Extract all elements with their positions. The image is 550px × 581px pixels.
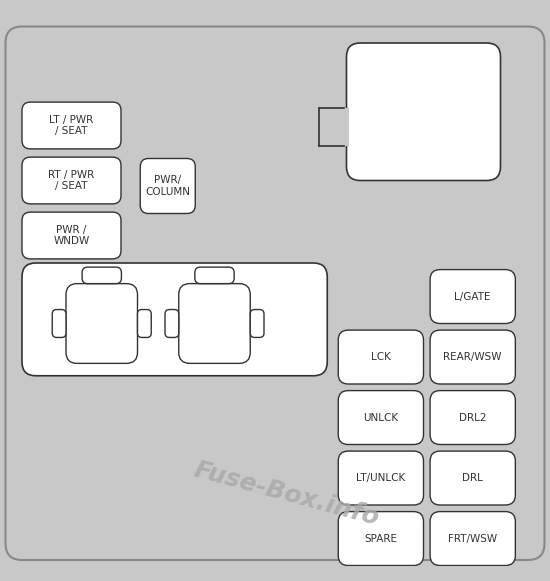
FancyBboxPatch shape [338, 390, 424, 444]
FancyBboxPatch shape [22, 212, 121, 259]
FancyBboxPatch shape [22, 157, 121, 204]
FancyBboxPatch shape [52, 310, 66, 338]
FancyBboxPatch shape [338, 512, 424, 565]
FancyBboxPatch shape [22, 263, 327, 376]
Text: RT / PWR
/ SEAT: RT / PWR / SEAT [48, 170, 95, 191]
Text: DRL: DRL [463, 473, 483, 483]
FancyBboxPatch shape [430, 451, 515, 505]
Text: LT/UNLCK: LT/UNLCK [356, 473, 405, 483]
FancyBboxPatch shape [430, 330, 515, 384]
FancyBboxPatch shape [430, 270, 515, 324]
FancyBboxPatch shape [6, 27, 544, 560]
FancyBboxPatch shape [138, 310, 151, 338]
FancyBboxPatch shape [179, 284, 250, 363]
FancyBboxPatch shape [338, 451, 424, 505]
Text: DRL2: DRL2 [459, 413, 487, 422]
FancyBboxPatch shape [338, 330, 424, 384]
Text: PWR /
WNDW: PWR / WNDW [53, 225, 90, 246]
FancyBboxPatch shape [22, 102, 121, 149]
Text: Fuse-Box.info: Fuse-Box.info [191, 458, 381, 530]
Text: REAR/WSW: REAR/WSW [443, 352, 502, 362]
FancyBboxPatch shape [140, 159, 195, 213]
Bar [319, 107, 349, 146]
Text: LT / PWR
/ SEAT: LT / PWR / SEAT [50, 114, 94, 137]
FancyBboxPatch shape [66, 284, 138, 363]
FancyBboxPatch shape [195, 267, 234, 284]
Text: L/GATE: L/GATE [454, 292, 491, 302]
FancyBboxPatch shape [82, 267, 122, 284]
Text: UNLCK: UNLCK [364, 413, 398, 422]
FancyBboxPatch shape [165, 310, 179, 338]
FancyBboxPatch shape [346, 43, 500, 181]
FancyBboxPatch shape [430, 390, 515, 444]
Text: PWR/
COLUMN: PWR/ COLUMN [145, 175, 190, 197]
Text: LCK: LCK [371, 352, 391, 362]
FancyBboxPatch shape [430, 512, 515, 565]
Text: FRT/WSW: FRT/WSW [448, 533, 497, 544]
FancyBboxPatch shape [250, 310, 264, 338]
Text: SPARE: SPARE [364, 533, 397, 544]
